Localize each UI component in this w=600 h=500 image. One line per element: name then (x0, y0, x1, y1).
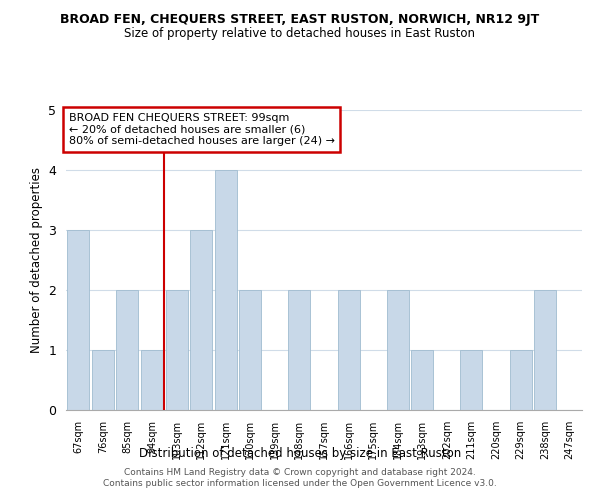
Bar (509, 350, 532, 410)
Bar (239, 290, 262, 410)
Bar (190, 230, 212, 410)
Bar (411, 350, 433, 410)
Bar (67, 230, 89, 410)
Bar (289, 290, 310, 410)
Text: Contains HM Land Registry data © Crown copyright and database right 2024.
Contai: Contains HM Land Registry data © Crown c… (103, 468, 497, 487)
Bar (460, 350, 482, 410)
Bar (215, 170, 237, 410)
Text: Distribution of detached houses by size in East Ruston: Distribution of detached houses by size … (139, 448, 461, 460)
Bar (166, 290, 188, 410)
Text: Size of property relative to detached houses in East Ruston: Size of property relative to detached ho… (125, 28, 476, 40)
Text: BROAD FEN, CHEQUERS STREET, EAST RUSTON, NORWICH, NR12 9JT: BROAD FEN, CHEQUERS STREET, EAST RUSTON,… (61, 12, 539, 26)
Bar (92, 350, 114, 410)
Bar (386, 290, 409, 410)
Bar (116, 290, 139, 410)
Text: BROAD FEN CHEQUERS STREET: 99sqm
← 20% of detached houses are smaller (6)
80% of: BROAD FEN CHEQUERS STREET: 99sqm ← 20% o… (68, 113, 335, 146)
Bar (534, 290, 556, 410)
Bar (338, 290, 359, 410)
Bar (141, 350, 163, 410)
Y-axis label: Number of detached properties: Number of detached properties (30, 167, 43, 353)
